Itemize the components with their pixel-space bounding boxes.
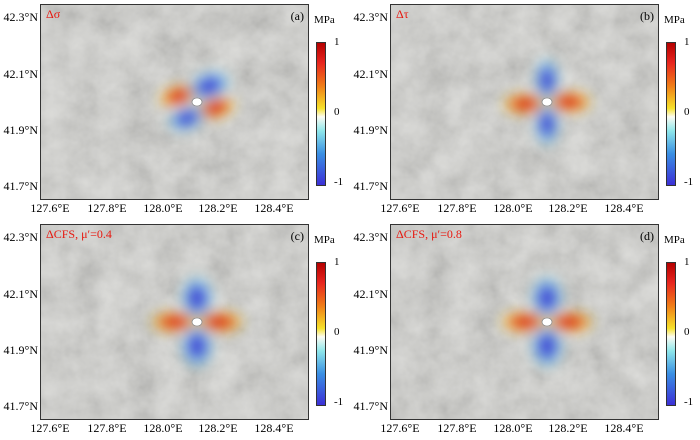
x-tick-label: 127.6°E (30, 201, 70, 215)
stress-lobes (157, 68, 237, 134)
y-tick-label: 41.7°N (3, 179, 38, 193)
y-tick-label: 41.9°N (3, 123, 38, 137)
colorbar-tick: -1 (684, 396, 694, 408)
source-marker (191, 317, 203, 327)
y-tick-label: 41.7°N (353, 179, 388, 193)
stress-field (391, 225, 658, 419)
x-tick-label: 128.0°E (143, 201, 183, 215)
panel-label: (b) (640, 9, 654, 23)
x-tick-label: 128.2°E (198, 201, 238, 215)
stress-lobes (501, 56, 593, 148)
source-marker (191, 97, 203, 107)
colorbar-tick: 0 (334, 326, 340, 338)
panel-b: Δτ (b) 42.3°N 42.1°N 41.9°N 41.7°N 127.6°E 127… (350, 0, 700, 220)
x-tick-label: 127.6°E (380, 201, 420, 215)
negative-stress-lobe (179, 322, 215, 370)
relief-map: ΔCFS, μ′=0.8 (d) (390, 224, 659, 420)
y-tick-label: 42.1°N (353, 67, 388, 81)
y-tick-label: 42.3°N (3, 10, 38, 24)
negative-stress-lobe (533, 56, 561, 104)
source-marker (541, 97, 553, 107)
colorbar-tick: -1 (684, 176, 694, 188)
panel-label: (a) (290, 9, 304, 23)
x-tick-label: 127.6°E (30, 421, 70, 435)
x-tick-label: 128.0°E (143, 421, 183, 435)
negative-stress-lobe (529, 322, 565, 370)
panel-label: (c) (290, 229, 304, 243)
relief-map: Δτ (b) (390, 4, 659, 200)
stress-lobes (499, 274, 595, 370)
colorbar-tick: 1 (334, 256, 340, 268)
source-marker (541, 317, 553, 327)
y-tick-label: 41.7°N (3, 399, 38, 413)
x-tick-label: 128.0°E (493, 421, 533, 435)
colorbar-unit: MPa (314, 14, 335, 26)
panel-c: ΔCFS, μ′=0.4 (c) 42.3°N 42.1°N 41.9°N 41.7°N… (0, 220, 350, 440)
negative-stress-lobe (179, 274, 215, 322)
x-tick-label: 128.2°E (548, 421, 588, 435)
y-tick-label: 42.3°N (3, 230, 38, 244)
colorbar-unit: MPa (664, 234, 685, 246)
relief-map: ΔCFS, μ′=0.4 (c) (40, 224, 309, 420)
x-tick-label: 127.6°E (380, 421, 420, 435)
colorbar-tick: 1 (334, 36, 340, 48)
panel-a: Δσ (a) 42.3°N 42.1°N 41.9°N 41.7°N 127.6°E 127… (0, 0, 350, 220)
y-tick-label: 41.9°N (353, 123, 388, 137)
negative-stress-lobe (165, 102, 209, 134)
colorbar (316, 42, 326, 186)
x-tick-label: 128.4°E (604, 421, 644, 435)
x-tick-label: 128.0°E (493, 201, 533, 215)
x-tick-label: 128.4°E (254, 201, 294, 215)
colorbar-tick: 0 (684, 326, 690, 338)
stress-field (391, 5, 658, 199)
colorbar-unit: MPa (664, 14, 685, 26)
panel-title: ΔCFS, μ′=0.8 (396, 227, 462, 241)
stress-field (41, 225, 308, 419)
panel-title: Δσ (46, 7, 61, 21)
colorbar-unit: MPa (314, 234, 335, 246)
y-tick-label: 41.7°N (353, 399, 388, 413)
relief-map: Δσ (a) (40, 4, 309, 200)
colorbar-tick: 1 (684, 36, 690, 48)
colorbar (666, 262, 676, 406)
y-tick-label: 41.9°N (3, 343, 38, 357)
y-tick-label: 42.3°N (353, 230, 388, 244)
negative-stress-lobe (185, 68, 233, 104)
panel-title: ΔCFS, μ′=0.4 (46, 227, 112, 241)
x-tick-label: 127.8°E (87, 201, 127, 215)
colorbar-tick: 0 (334, 106, 340, 118)
x-tick-label: 127.8°E (437, 201, 477, 215)
y-tick-label: 42.1°N (353, 287, 388, 301)
y-tick-label: 42.1°N (3, 287, 38, 301)
colorbar-tick: 0 (684, 106, 690, 118)
x-tick-label: 128.2°E (548, 201, 588, 215)
colorbar-tick: -1 (334, 176, 344, 188)
colorbar (666, 42, 676, 186)
x-tick-label: 128.4°E (604, 201, 644, 215)
x-tick-label: 127.8°E (437, 421, 477, 435)
stress-lobes (149, 274, 245, 370)
panel-d: ΔCFS, μ′=0.8 (d) 42.3°N 42.1°N 41.9°N 41.7°N… (350, 220, 700, 440)
colorbar (316, 262, 326, 406)
x-tick-label: 128.4°E (254, 421, 294, 435)
y-tick-label: 42.1°N (3, 67, 38, 81)
stress-field (41, 5, 308, 199)
negative-stress-lobe (533, 100, 561, 148)
panel-label: (d) (640, 229, 654, 243)
colorbar-tick: -1 (334, 396, 344, 408)
y-tick-label: 41.9°N (353, 343, 388, 357)
x-tick-label: 128.2°E (198, 421, 238, 435)
x-tick-label: 127.8°E (87, 421, 127, 435)
y-tick-label: 42.3°N (353, 10, 388, 24)
panel-title: Δτ (396, 7, 409, 21)
negative-stress-lobe (529, 274, 565, 322)
colorbar-tick: 1 (684, 256, 690, 268)
